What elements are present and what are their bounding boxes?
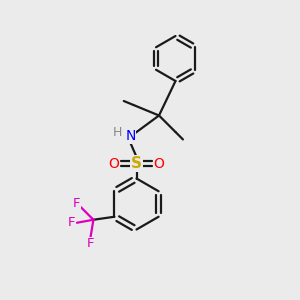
Text: O: O [109,157,119,170]
Text: F: F [87,237,94,250]
Text: O: O [154,157,164,170]
Text: F: F [68,216,75,229]
Text: F: F [73,197,80,210]
Text: H: H [112,126,122,140]
Text: S: S [131,156,142,171]
Text: N: N [125,130,136,143]
